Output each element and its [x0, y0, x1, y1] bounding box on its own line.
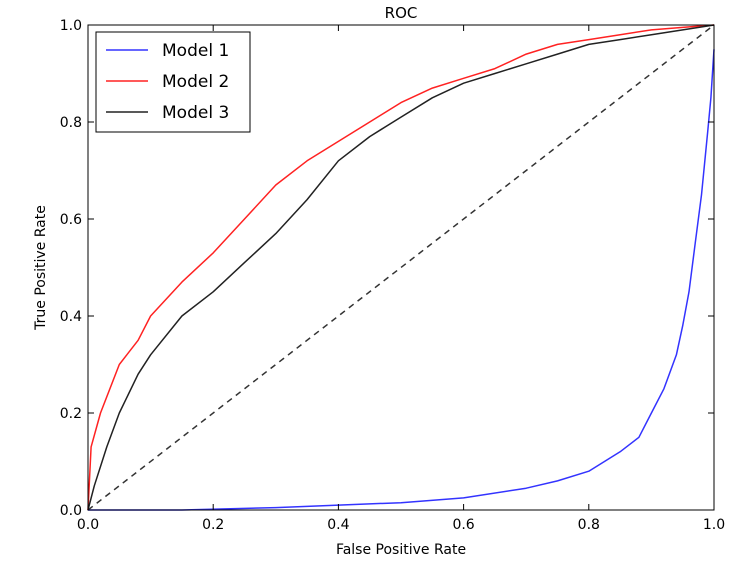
plot-area — [87, 24, 715, 511]
y-axis: 0.0 0.2 0.4 0.6 0.8 1.0 — [60, 18, 714, 519]
y-tick-label: 0.6 — [60, 212, 82, 228]
y-tick-label: 0.2 — [60, 406, 82, 422]
legend-label-model-1: Model 1 — [162, 41, 229, 61]
y-axis-title: True Positive Rate — [33, 205, 49, 331]
series-line-model-2 — [87, 24, 715, 511]
plot-frame — [87, 24, 715, 511]
y-tick-label: 0.8 — [60, 115, 82, 131]
y-tick-label: 1.0 — [60, 18, 82, 34]
y-tick-label: 0.0 — [60, 503, 82, 519]
y-tick-label: 0.4 — [60, 309, 82, 325]
legend-box — [95, 31, 251, 133]
chart-title: ROC — [385, 4, 418, 22]
x-tick-label: 0.0 — [77, 517, 99, 533]
series-line-model-3 — [87, 24, 715, 511]
x-tick-label: 0.4 — [327, 517, 349, 533]
series-line-model-1 — [88, 49, 715, 511]
x-tick-label: 0.8 — [578, 517, 600, 533]
x-axis-title: False Positive Rate — [336, 542, 466, 558]
legend-label-model-3: Model 3 — [162, 103, 229, 123]
x-tick-label: 1.0 — [703, 517, 725, 533]
x-axis: 0.0 0.2 0.4 0.6 0.8 1.0 — [77, 25, 725, 533]
legend-label-model-2: Model 2 — [162, 72, 229, 92]
x-tick-label: 0.2 — [202, 517, 224, 533]
x-tick-label: 0.6 — [452, 517, 474, 533]
legend: Model 1 Model 2 Model 3 — [95, 31, 251, 133]
